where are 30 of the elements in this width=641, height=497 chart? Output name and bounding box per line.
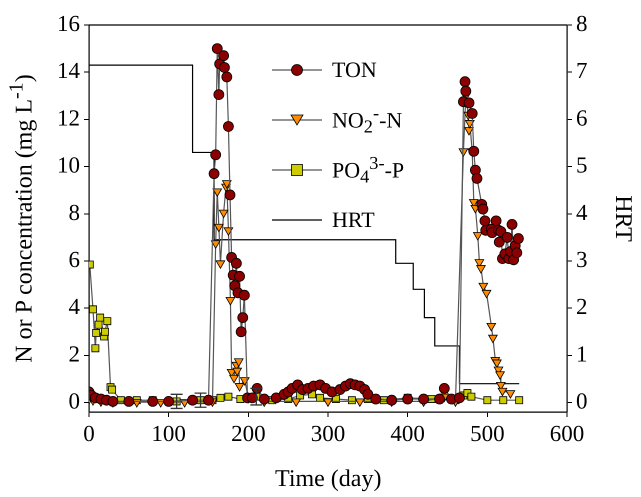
y-tick-label: 4 (68, 294, 80, 320)
y-tick-label: 14 (57, 58, 80, 84)
legend-label: PO$_{4}$$^{3-}$-P (332, 152, 404, 188)
y2-tick-label: 8 (576, 11, 588, 36)
y-tick-label: 16 (57, 11, 80, 36)
x-tick-label: 300 (310, 420, 346, 446)
x-tick-label: 500 (470, 420, 505, 446)
y-tick-label: 10 (57, 152, 80, 178)
x-tick-label: 200 (231, 420, 266, 446)
y-tick-label: 6 (68, 247, 80, 272)
y2-tick-label: 1 (576, 341, 588, 366)
legend-label: HRT (332, 207, 375, 233)
y-tick-label: 12 (57, 105, 80, 130)
y2-tick-label: 2 (576, 294, 588, 320)
y2-tick-label: 6 (576, 105, 588, 130)
y-tick-label: 8 (68, 200, 80, 225)
y2-tick-label: 5 (576, 152, 588, 178)
legend-label: NO$_{2}$$^{-}$-N (332, 102, 402, 138)
y-tick-label: 0 (68, 388, 80, 414)
y2-tick-label: 7 (576, 58, 588, 84)
y2-tick-label: 0 (576, 388, 588, 414)
x-axis-title: Time (day) (275, 466, 382, 493)
y-tick-label: 2 (68, 341, 80, 366)
x-tick-label: 600 (550, 420, 584, 446)
y2-axis-title: HRT (608, 195, 636, 242)
y2-tick-label: 4 (576, 200, 588, 225)
legend-label: TON (332, 57, 377, 83)
x-tick-label: 100 (151, 420, 186, 446)
y2-tick-label: 3 (576, 247, 588, 272)
x-tick-label: 400 (390, 420, 425, 446)
